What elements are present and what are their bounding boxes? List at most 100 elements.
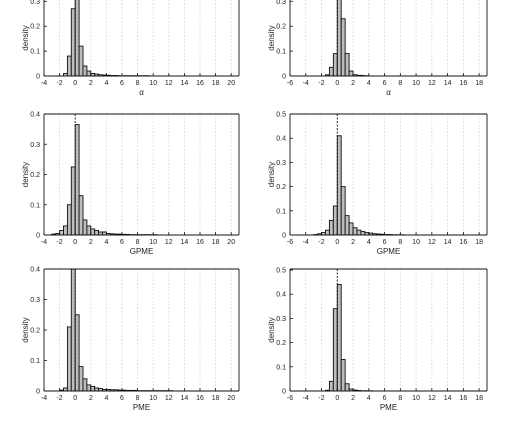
x-tick-label: -6	[287, 80, 293, 87]
y-tick-label: 0.2	[30, 24, 40, 31]
x-tick-label: 10	[149, 395, 157, 402]
histogram-bar	[325, 230, 329, 235]
x-tick-label: -4	[41, 80, 47, 87]
x-axis-label: GPME	[130, 247, 154, 256]
y-tick-label: 0.4	[276, 136, 286, 143]
x-tick-label: 2	[89, 239, 93, 246]
x-tick-label: -4	[41, 239, 47, 246]
histogram-bar	[75, 315, 79, 391]
x-tick-label: 12	[165, 239, 173, 246]
x-tick-label: 0	[335, 239, 339, 246]
histogram-bar	[71, 269, 75, 391]
histogram-bar	[333, 54, 337, 76]
x-tick-label: 18	[475, 239, 483, 246]
x-tick-label: 16	[459, 80, 467, 87]
x-tick-label: 0	[335, 80, 339, 87]
histogram-bar	[349, 223, 353, 235]
x-tick-label: 14	[444, 80, 452, 87]
y-tick-label: 0	[36, 389, 40, 396]
x-tick-label: 4	[104, 239, 108, 246]
x-tick-label: 20	[227, 239, 235, 246]
x-tick-label: 6	[383, 80, 387, 87]
x-tick-label: 12	[165, 395, 173, 402]
x-tick-label: -6	[287, 395, 293, 402]
histogram-bar	[79, 46, 83, 76]
histogram-bar	[75, 0, 79, 76]
y-tick-label: 0.4	[30, 112, 40, 119]
histogram-bar	[83, 220, 87, 235]
x-axis-label: α	[386, 88, 391, 97]
x-tick-label: 18	[475, 80, 483, 87]
x-tick-label: 8	[136, 239, 140, 246]
x-tick-label: -4	[303, 395, 309, 402]
x-tick-label: 18	[212, 239, 220, 246]
x-tick-label: 0	[73, 239, 77, 246]
x-tick-label: 16	[459, 239, 467, 246]
y-tick-label: 0.2	[30, 328, 40, 335]
y-axis-label: density	[21, 162, 30, 187]
bar-group	[314, 136, 405, 235]
x-tick-label: 16	[196, 80, 204, 87]
histogram-bar	[91, 229, 95, 235]
histogram-bar	[87, 385, 91, 391]
x-tick-label: 6	[383, 239, 387, 246]
y-tick-label: 0.1	[30, 49, 40, 56]
histogram-bar	[79, 367, 83, 391]
histogram-bar	[67, 56, 71, 76]
x-tick-label: 14	[181, 395, 189, 402]
y-tick-label: 0.1	[276, 208, 286, 215]
x-tick-label: -2	[318, 395, 324, 402]
x-tick-label: 8	[398, 395, 402, 402]
histogram-bar	[345, 216, 349, 235]
histogram-bar	[83, 66, 87, 76]
x-tick-label: 0	[335, 395, 339, 402]
histogram-bar	[329, 67, 333, 76]
y-axis-label: density	[21, 25, 30, 50]
x-tick-label: 16	[459, 395, 467, 402]
histogram-bar	[64, 388, 68, 391]
histogram-bar	[345, 54, 349, 76]
x-tick-label: 2	[89, 80, 93, 87]
x-tick-label: 2	[351, 80, 355, 87]
x-tick-label: 4	[367, 80, 371, 87]
x-tick-label: 8	[136, 395, 140, 402]
y-tick-label: 0.3	[30, 297, 40, 304]
x-axis-label: α	[139, 88, 144, 97]
x-tick-label: 8	[398, 239, 402, 246]
y-tick-label: 0.2	[276, 340, 286, 347]
x-tick-label: 14	[444, 395, 452, 402]
x-tick-label: -2	[318, 80, 324, 87]
y-tick-label: 0.3	[276, 316, 286, 323]
x-tick-label: 16	[196, 395, 204, 402]
x-tick-label: 6	[120, 395, 124, 402]
x-tick-label: 4	[367, 395, 371, 402]
y-tick-label: 0.1	[276, 364, 286, 371]
histogram-bar	[71, 167, 75, 235]
x-tick-label: 8	[136, 80, 140, 87]
x-axis-label: GPME	[377, 247, 401, 256]
histogram-bar	[333, 206, 337, 235]
x-tick-label: 10	[412, 80, 420, 87]
y-axis-label: density	[267, 162, 276, 187]
x-tick-label: 8	[398, 80, 402, 87]
x-tick-label: 12	[165, 80, 173, 87]
x-tick-label: 12	[428, 395, 436, 402]
x-tick-label: 0	[73, 395, 77, 402]
histogram-bar	[60, 230, 64, 235]
histogram-bar	[95, 230, 99, 235]
x-tick-label: 16	[196, 239, 204, 246]
bar-group	[52, 125, 157, 235]
x-tick-label: 4	[367, 239, 371, 246]
x-tick-label: 6	[383, 395, 387, 402]
histogram-bar	[357, 230, 361, 235]
x-tick-label: 20	[227, 395, 235, 402]
histogram-bar	[341, 187, 345, 235]
y-axis-label: density	[267, 317, 276, 342]
y-tick-label: 0.1	[30, 358, 40, 365]
histogram-bar	[67, 327, 71, 391]
bar-group	[60, 269, 173, 391]
y-axis-label: density	[267, 25, 276, 50]
histogram-bar	[349, 71, 353, 76]
